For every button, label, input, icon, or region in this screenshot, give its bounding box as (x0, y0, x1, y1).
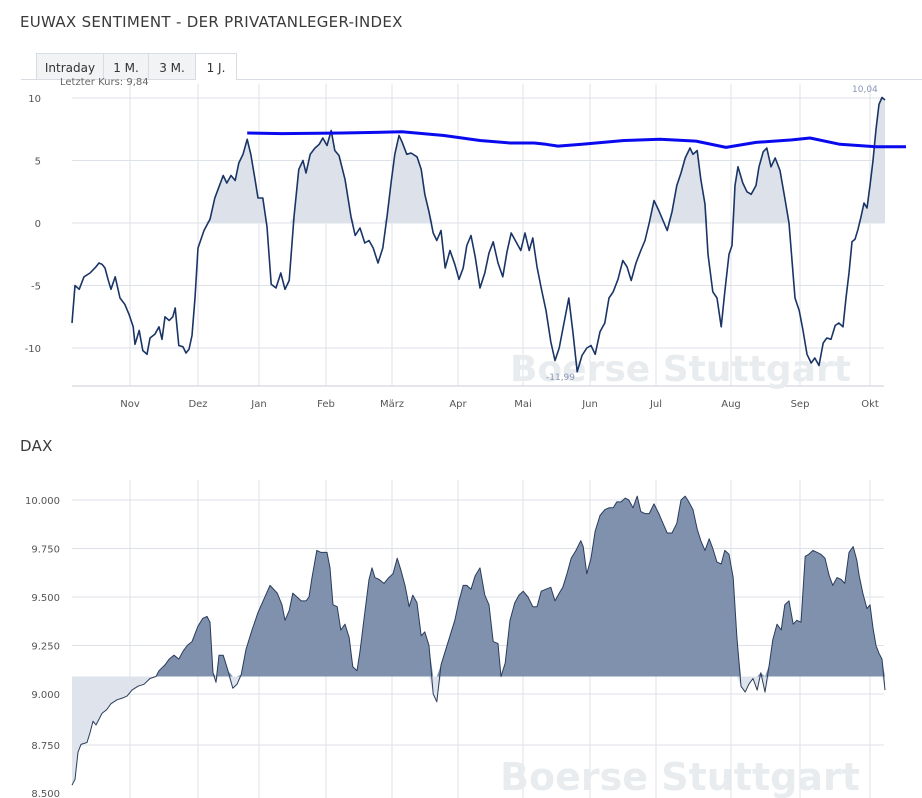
dax-line (71, 495, 886, 786)
dax-area (71, 495, 886, 786)
x-tick-label: Nov (120, 399, 140, 410)
tab-intraday[interactable]: Intraday (36, 53, 104, 79)
y-tick-label: -10 (25, 344, 41, 355)
y-tick-label: 8.750 (31, 741, 60, 752)
x-tick-label: Mai (514, 399, 532, 410)
tab-1-month[interactable]: 1 M. (103, 53, 149, 79)
x-tick-label: Apr (449, 399, 467, 410)
y-tick-label: 9.500 (31, 593, 60, 604)
x-tick-label: Jul (649, 399, 662, 410)
y-tick-label: 9.750 (31, 545, 60, 556)
y-tick-label: 10 (28, 94, 41, 105)
dax-ticks: 10.000 9.750 9.500 9.250 9.000 8.750 8.500 (25, 496, 60, 798)
period-tabs: Intraday 1 M. 3 M. 1 J. (21, 53, 922, 80)
last-price-label: Letzter Kurs: 9,84 (60, 77, 149, 88)
watermark: Boerse Stuttgart (510, 349, 851, 390)
x-tick-label: Feb (317, 399, 335, 410)
sentiment-area (72, 97, 885, 223)
max-annotation: 10,04 (852, 85, 878, 95)
y-tick-label: 5 (35, 157, 41, 168)
y-tick-label: -5 (31, 282, 41, 293)
dax-title: DAX (20, 437, 53, 455)
sentiment-chart: Boerse Stuttgart 10 5 0 -5 -10 Nov Dez Jan Feb Mä… (25, 84, 906, 410)
x-tick-label: Jan (250, 399, 266, 410)
sentiment-grid (72, 84, 884, 387)
y-tick-label: 9.250 (31, 642, 60, 653)
tab-1-year[interactable]: 1 J. (195, 53, 237, 80)
x-tick-label: Okt (861, 399, 879, 410)
above-baseline-area (72, 496, 885, 677)
sentiment-line (71, 96, 886, 373)
y-tick-label: 9.000 (31, 690, 60, 701)
x-tick-label: Sep (791, 399, 810, 410)
y-tick-label: 8.500 (31, 789, 60, 798)
moving-average-line (247, 130, 906, 149)
tab-3-months[interactable]: 3 M. (148, 53, 196, 79)
sentiment-title: EUWAX SENTIMENT - DER PRIVATANLEGER-INDE… (20, 13, 403, 31)
y-tick-label: 0 (35, 219, 41, 230)
x-tick-label: Dez (188, 399, 207, 410)
min-annotation: -11,99 (546, 373, 575, 383)
watermark-dax: Boerse Stuttgart (500, 755, 860, 798)
x-tick-label: März (380, 399, 404, 410)
x-tick-label: Aug (721, 399, 741, 410)
y-tick-label: 10.000 (25, 496, 60, 507)
x-tick-label: Jun (581, 399, 598, 410)
sentiment-lines (71, 96, 906, 373)
positive-area (72, 97, 885, 223)
sentiment-ticks: 10 5 0 -5 -10 Nov Dez Jan Feb März Apr Mai Jun Jul Aug… (25, 94, 879, 410)
